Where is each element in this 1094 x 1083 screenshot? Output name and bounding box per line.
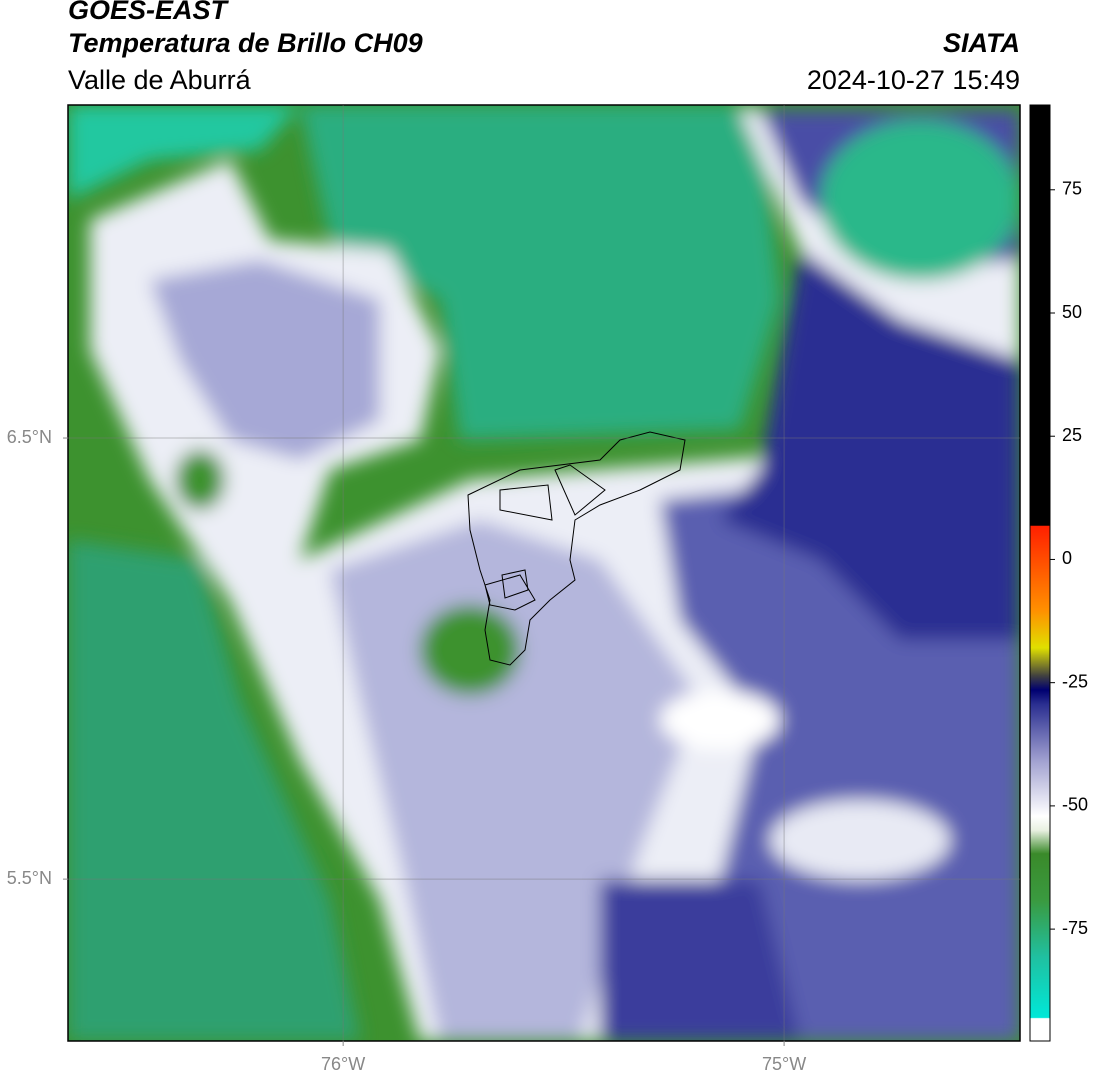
valley-boundaries — [467, 431, 686, 666]
region: Valle de Aburrá — [68, 65, 252, 95]
colorbar-label: 75 — [1062, 179, 1082, 199]
x-tick-label: 75°W — [762, 1054, 806, 1074]
satellite-image — [68, 105, 1020, 1041]
colorbar-label: 0 — [1062, 548, 1072, 568]
colorbar — [1029, 104, 1051, 1042]
colorbar-label: 25 — [1062, 425, 1082, 445]
map-frame — [67, 104, 1021, 1042]
y-tick-label: 5.5°N — [7, 868, 52, 888]
title: GOES-EAST — [68, 0, 230, 25]
x-tick-label: 76°W — [321, 1054, 365, 1074]
subtitle: Temperatura de Brillo CH09 — [68, 28, 423, 58]
colorbar-label: -25 — [1062, 671, 1088, 691]
colorbar-label: 50 — [1062, 302, 1082, 322]
y-tick-label: 6.5°N — [7, 427, 52, 447]
datetime: 2024-10-27 15:49 — [807, 65, 1020, 95]
colorbar-label: -50 — [1062, 795, 1088, 815]
agency: SIATA — [943, 28, 1020, 58]
colorbar-label: -75 — [1062, 918, 1088, 938]
